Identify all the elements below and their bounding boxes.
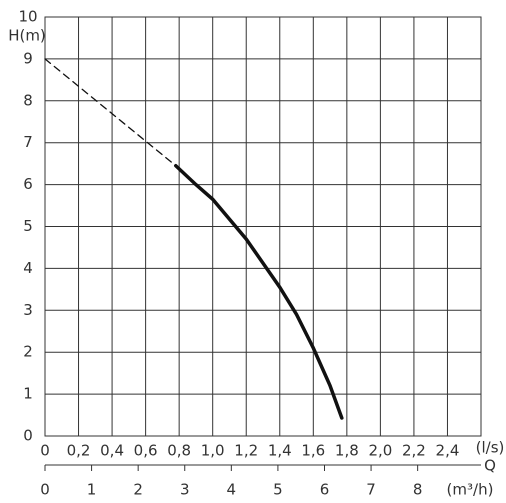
y-tick-label: 4 [23, 259, 33, 277]
x2-tick-label: 0 [40, 481, 50, 499]
x-tick-label: 0,2 [67, 442, 91, 460]
y-tick-label: 8 [23, 91, 33, 109]
x-tick-label: 2,2 [402, 442, 426, 460]
y-tick-label: 3 [23, 301, 33, 319]
y-tick-label: 5 [23, 217, 33, 235]
curve [174, 163, 344, 420]
curve [44, 58, 177, 167]
x2-tick-label: 1 [87, 481, 97, 499]
x-tick-label: 1,4 [268, 442, 292, 460]
y-tick-label: 9 [23, 49, 33, 67]
y-tick-label: 6 [23, 175, 33, 193]
y-axis-label: H(m) [8, 27, 46, 45]
x-axis-label: (l/s) [476, 439, 505, 457]
y-tick-label: 2 [23, 343, 33, 361]
y-tick-label: 10 [18, 8, 37, 26]
x-tick-label: 2,0 [368, 442, 392, 460]
x2-tick-label: 2 [133, 481, 143, 499]
x2-axis-label: (m³/h) [447, 481, 494, 499]
x2-tick-label: 8 [413, 481, 423, 499]
x-tick-label: 1,8 [335, 442, 359, 460]
y-tick-label: 1 [23, 385, 33, 403]
y-tick-label: 7 [23, 133, 33, 151]
x2-tick-label: 6 [320, 481, 330, 499]
x2-tick-label: 5 [273, 481, 283, 499]
x-tick-label: 1,6 [301, 442, 325, 460]
x2-axis-name: Q [484, 457, 496, 475]
x2-tick-label: 7 [366, 481, 376, 499]
x-tick-label: 1,0 [201, 442, 225, 460]
x-tick-label: 0,6 [134, 442, 158, 460]
x-tick-label: 2,4 [436, 442, 460, 460]
x-tick-label: 1,2 [234, 442, 258, 460]
x2-tick-label: 3 [180, 481, 190, 499]
x2-tick-label: 4 [227, 481, 237, 499]
y-tick-label: 0 [23, 427, 33, 445]
x-tick-label: 0 [40, 442, 50, 460]
x-tick-label: 0,8 [167, 442, 191, 460]
x-tick-label: 0,4 [100, 442, 124, 460]
